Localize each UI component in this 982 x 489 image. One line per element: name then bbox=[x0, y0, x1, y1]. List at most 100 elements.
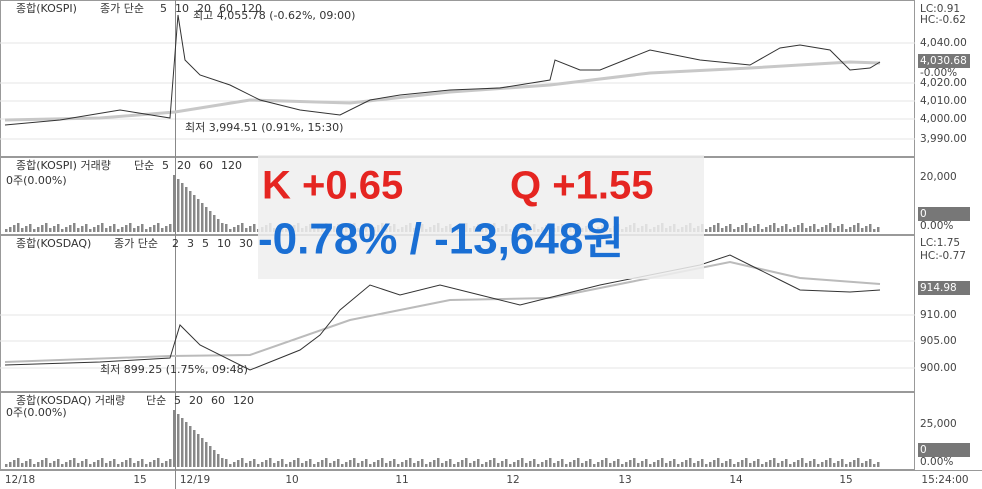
volume-bar bbox=[153, 225, 156, 232]
high-note: 최고 4,055.78 (-0.62%, 09:00) bbox=[193, 9, 355, 22]
volume-bar bbox=[321, 460, 324, 467]
volume-bar bbox=[329, 463, 332, 467]
volume-bar bbox=[705, 229, 708, 232]
volume-bar bbox=[645, 459, 648, 467]
volume-bar bbox=[877, 462, 880, 467]
ma-period: 3 bbox=[187, 237, 194, 250]
ma-period: 60 bbox=[199, 159, 213, 172]
volume-info: 0주(0.00%) bbox=[6, 174, 67, 187]
volume-bar bbox=[437, 458, 440, 467]
volume-bar bbox=[661, 458, 664, 467]
volume-bar bbox=[713, 460, 716, 467]
volume-bar bbox=[117, 464, 120, 467]
volume-bar bbox=[857, 458, 860, 467]
time-label: 10 bbox=[285, 474, 298, 486]
volume-bar bbox=[845, 464, 848, 467]
volume-bar bbox=[697, 461, 700, 467]
volume-bar bbox=[441, 463, 444, 467]
volume-bar bbox=[873, 464, 876, 467]
volume-bar bbox=[45, 223, 48, 232]
volume-bar bbox=[749, 463, 752, 467]
volume-bar bbox=[97, 225, 100, 232]
volume-bar bbox=[337, 459, 340, 467]
volume-bar bbox=[241, 458, 244, 467]
volume-bar bbox=[93, 227, 96, 232]
volume-bar bbox=[837, 461, 840, 467]
volume-bar bbox=[485, 462, 488, 467]
volume-bar bbox=[865, 461, 868, 467]
volume-bar bbox=[25, 461, 28, 467]
volume-bar bbox=[53, 461, 56, 467]
volume-bar bbox=[137, 226, 140, 232]
volume-bar bbox=[869, 459, 872, 467]
time-label: 12 bbox=[506, 474, 519, 486]
volume-bar bbox=[273, 463, 276, 467]
volume-bar bbox=[101, 223, 104, 232]
volume-bar bbox=[589, 459, 592, 467]
volume-bar bbox=[33, 464, 36, 467]
volume-bar bbox=[325, 458, 328, 467]
volume-bar bbox=[525, 463, 528, 467]
volume-bar bbox=[553, 463, 556, 467]
volume-bar bbox=[17, 458, 20, 467]
volume-bar bbox=[277, 461, 280, 467]
volume-bar bbox=[81, 226, 84, 232]
volume-bar bbox=[85, 224, 88, 232]
volume-bar bbox=[717, 223, 720, 232]
volume-bar bbox=[625, 462, 628, 467]
volume-bar bbox=[5, 229, 8, 232]
ma-period: 120 bbox=[233, 394, 254, 407]
time-label: 14 bbox=[729, 474, 743, 486]
volume-bar bbox=[753, 226, 756, 232]
volume-bar bbox=[753, 461, 756, 467]
ma-period: 120 bbox=[221, 159, 242, 172]
volume-bar bbox=[81, 461, 84, 467]
volume-bar bbox=[377, 460, 380, 467]
axis-label: 25,000 bbox=[920, 418, 957, 430]
indicator-label: 종가 단순 bbox=[100, 2, 144, 15]
volume-bar bbox=[449, 459, 452, 467]
volume-bar bbox=[49, 463, 52, 467]
volume-bar bbox=[61, 229, 64, 232]
volume-bar bbox=[641, 461, 644, 467]
volume-bar bbox=[349, 460, 352, 467]
volume-bar bbox=[537, 464, 540, 467]
low-note: 최저 3,994.51 (0.91%, 15:30) bbox=[185, 121, 343, 134]
volume-bar bbox=[261, 462, 264, 467]
volume-bar bbox=[181, 183, 184, 232]
volume-bar bbox=[729, 459, 732, 467]
axis-label: 0.00% bbox=[920, 220, 953, 232]
volume-bar bbox=[617, 459, 620, 467]
volume-bar bbox=[309, 459, 312, 467]
volume-bar bbox=[285, 464, 288, 467]
volume-bar bbox=[37, 227, 40, 232]
axis-label: 4,010.00 bbox=[920, 95, 967, 107]
volume-bar bbox=[253, 224, 256, 232]
volume-bar bbox=[109, 461, 112, 467]
volume-bar bbox=[781, 226, 784, 232]
volume-bar bbox=[17, 223, 20, 232]
volume-bar bbox=[765, 462, 768, 467]
volume-bar bbox=[741, 225, 744, 232]
volume-bar bbox=[41, 225, 44, 232]
volume-bar bbox=[9, 227, 12, 232]
volume-bar bbox=[229, 229, 232, 232]
volume-bar bbox=[457, 462, 460, 467]
axis-label: HC:-0.77 bbox=[920, 250, 966, 262]
volume-bar bbox=[805, 228, 808, 232]
volume-bar bbox=[177, 179, 180, 232]
axis-label: 905.00 bbox=[920, 335, 957, 347]
volume-bar bbox=[693, 463, 696, 467]
current-value-box bbox=[918, 54, 970, 68]
volume-bar bbox=[193, 430, 196, 467]
volume-bar bbox=[201, 438, 204, 467]
volume-bar bbox=[785, 459, 788, 467]
volume-bar bbox=[45, 458, 48, 467]
axis-label: 4,040.00 bbox=[920, 37, 967, 49]
volume-bar bbox=[841, 224, 844, 232]
volume-bar bbox=[761, 464, 764, 467]
volume-bar bbox=[65, 227, 68, 232]
volume-bar bbox=[541, 462, 544, 467]
volume-bar bbox=[145, 464, 148, 467]
